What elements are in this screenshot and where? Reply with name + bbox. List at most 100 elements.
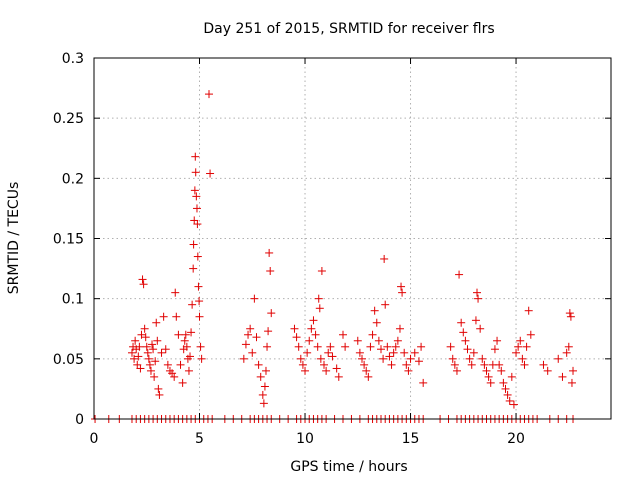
axes: 0 0.05 0.1 0.15 0.2 0.25 0.3 0 5 10 15 20 <box>53 51 611 447</box>
data-point <box>389 348 398 357</box>
grid-lines <box>94 58 611 419</box>
data-point <box>313 342 322 351</box>
data-point <box>362 366 371 375</box>
data-point <box>305 336 314 345</box>
data-point <box>324 348 333 357</box>
data-point <box>368 330 377 339</box>
data-point <box>309 316 318 325</box>
data-point <box>505 396 514 405</box>
x-tick-label: 5 <box>195 431 204 447</box>
data-point <box>259 399 268 408</box>
data-point <box>174 330 183 339</box>
data-point <box>512 348 521 357</box>
data-point <box>260 382 269 391</box>
y-tick-label: 0.05 <box>53 352 84 368</box>
data-point <box>141 333 150 342</box>
data-point <box>151 357 160 366</box>
data-point <box>191 152 200 161</box>
data-point <box>135 342 144 351</box>
data-point <box>395 324 404 333</box>
data-point <box>355 348 364 357</box>
data-point <box>178 378 187 387</box>
data-point <box>374 336 383 345</box>
data-point <box>558 372 567 381</box>
data-point <box>364 372 373 381</box>
data-point <box>134 352 143 361</box>
data-point <box>303 348 312 357</box>
data-point <box>482 366 491 375</box>
data-point <box>244 330 253 339</box>
data-point <box>157 348 166 357</box>
data-point <box>414 357 423 366</box>
data-point <box>484 372 493 381</box>
data-point <box>187 328 196 337</box>
y-tick-label: 0.15 <box>53 232 84 248</box>
data-point <box>419 378 428 387</box>
data-point <box>184 366 193 375</box>
data-point <box>188 300 197 309</box>
data-point <box>497 366 506 375</box>
data-point <box>145 360 154 369</box>
x-tick-label: 20 <box>507 431 525 447</box>
data-point <box>316 354 325 363</box>
data-point <box>393 336 402 345</box>
data-point <box>246 324 255 333</box>
data-point <box>314 294 323 303</box>
y-tick-label: 0 <box>75 412 84 428</box>
data-point <box>146 366 155 375</box>
data-point <box>518 354 527 363</box>
data-point <box>144 354 153 363</box>
data-points <box>91 90 578 423</box>
data-point <box>503 390 512 399</box>
data-point <box>131 336 140 345</box>
data-point <box>328 352 337 361</box>
data-point <box>526 330 535 339</box>
data-point <box>493 336 502 345</box>
data-point <box>501 384 510 393</box>
data-point <box>191 168 200 177</box>
data-point <box>539 360 548 369</box>
data-point <box>499 378 508 387</box>
data-point <box>391 342 400 351</box>
data-point <box>380 254 389 263</box>
data-point <box>137 330 146 339</box>
data-point <box>478 354 487 363</box>
data-point <box>190 186 199 195</box>
data-point <box>467 360 476 369</box>
y-tick-label: 0.3 <box>62 51 84 67</box>
data-point <box>357 354 366 363</box>
data-point <box>155 390 164 399</box>
data-point <box>150 372 159 381</box>
y-axis-label: SRMTID / TECUs <box>6 182 22 295</box>
data-point <box>168 369 177 378</box>
data-point <box>172 312 181 321</box>
plot-frame <box>93 57 612 420</box>
data-point <box>142 342 151 351</box>
data-point <box>127 348 136 357</box>
data-point <box>446 342 455 351</box>
data-point <box>486 378 495 387</box>
data-point <box>326 342 335 351</box>
data-point <box>520 360 529 369</box>
data-point <box>461 336 470 345</box>
y-tick-label: 0.2 <box>62 171 84 187</box>
data-point <box>317 266 326 275</box>
data-point <box>450 360 459 369</box>
data-point <box>205 90 214 99</box>
data-point <box>170 372 179 381</box>
data-point <box>353 336 362 345</box>
y-tick-label: 0.25 <box>53 111 84 127</box>
x-tick-label: 0 <box>90 431 99 447</box>
data-point <box>196 342 205 351</box>
data-point <box>194 282 203 291</box>
data-point <box>524 306 533 315</box>
y-tick-label: 0.1 <box>62 292 84 308</box>
data-point <box>307 324 316 333</box>
data-point <box>383 342 392 351</box>
data-point <box>474 294 483 303</box>
data-point <box>473 288 482 297</box>
data-point <box>265 248 274 257</box>
data-point <box>480 360 489 369</box>
data-point <box>379 354 388 363</box>
data-point <box>250 294 259 303</box>
